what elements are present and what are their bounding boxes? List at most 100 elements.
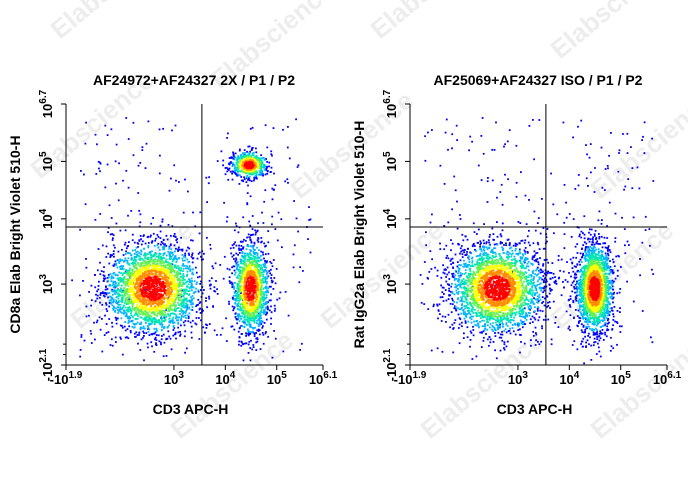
data-point: [234, 241, 236, 244]
data-point: [255, 292, 257, 295]
data-point: [261, 278, 264, 280]
data-point: [125, 282, 128, 285]
data-point: [245, 295, 248, 298]
data-point: [623, 228, 626, 230]
data-point: [144, 300, 147, 303]
data-point: [579, 263, 581, 266]
data-point: [501, 203, 504, 206]
data-point: [147, 328, 149, 330]
data-point: [107, 227, 110, 229]
data-point: [150, 269, 153, 272]
data-point: [181, 279, 184, 282]
data-point: [249, 258, 252, 260]
data-point: [168, 335, 171, 338]
data-point: [179, 302, 182, 305]
data-point: [126, 245, 129, 248]
data-point: [234, 291, 236, 294]
data-point: [129, 290, 132, 293]
data-point: [140, 284, 143, 286]
data-point: [158, 260, 161, 262]
data-point: [163, 243, 166, 246]
data-point: [262, 333, 265, 336]
data-point: [168, 247, 171, 250]
data-point: [185, 302, 187, 305]
data-point: [114, 336, 117, 339]
data-point: [180, 236, 182, 239]
data-point: [244, 322, 247, 325]
data-point: [139, 306, 142, 309]
data-point: [263, 257, 265, 260]
data-point: [251, 296, 254, 299]
data-point: [113, 307, 116, 309]
data-point: [190, 308, 193, 311]
data-point: [237, 231, 240, 234]
data-point: [188, 290, 191, 292]
data-point: [180, 290, 183, 293]
data-point: [158, 267, 161, 270]
data-point: [235, 222, 237, 225]
data-point: [252, 269, 255, 272]
data-point: [130, 254, 132, 257]
data-point: [177, 323, 180, 325]
data-point: [102, 291, 104, 294]
data-point: [256, 300, 259, 303]
data-point: [132, 154, 135, 157]
data-point: [85, 315, 88, 318]
data-point: [143, 274, 146, 277]
data-point: [251, 264, 253, 266]
data-point: [135, 294, 137, 297]
data-point: [243, 170, 246, 173]
data-point: [266, 172, 269, 175]
data-point: [258, 320, 261, 323]
data-point: [122, 179, 124, 182]
data-point: [239, 166, 242, 169]
data-point: [243, 176, 245, 179]
data-point: [147, 308, 150, 310]
data-point: [260, 264, 262, 267]
data-point: [252, 233, 254, 236]
data-point: [177, 302, 179, 304]
data-point: [242, 301, 245, 304]
data-point: [171, 225, 174, 228]
data-point: [169, 279, 172, 282]
data-point: [253, 332, 256, 335]
data-point: [251, 348, 254, 351]
data-point: [239, 277, 242, 279]
data-point: [127, 138, 130, 140]
data-point: [187, 283, 190, 286]
data-point: [148, 288, 151, 290]
data-point: [252, 294, 254, 296]
data-point: [273, 310, 276, 312]
data-point: [238, 293, 240, 296]
data-point: [267, 287, 270, 290]
data-point: [265, 168, 267, 171]
data-point: [130, 312, 132, 315]
data-point: [236, 287, 238, 290]
data-point: [125, 250, 127, 253]
data-point: [199, 301, 202, 303]
data-point: [167, 326, 169, 328]
data-point: [200, 255, 202, 258]
data-point: [125, 297, 127, 300]
data-point: [125, 117, 128, 119]
data-point: [151, 265, 154, 268]
data-point: [202, 309, 204, 312]
data-point: [245, 176, 248, 179]
data-point: [246, 298, 249, 301]
data-point: [266, 311, 268, 314]
data-point: [199, 312, 202, 314]
data-point: [180, 316, 183, 318]
data-point: [253, 313, 255, 315]
data-point: [166, 276, 168, 278]
data-point: [175, 304, 177, 307]
data-point: [132, 121, 135, 124]
data-point: [271, 281, 273, 284]
data-point: [138, 258, 140, 261]
data-point: [115, 264, 118, 267]
data-point: [186, 308, 188, 310]
data-point: [249, 179, 251, 182]
data-point: [228, 276, 231, 279]
data-point: [238, 313, 240, 316]
data-point: [190, 303, 192, 306]
data-point: [261, 311, 263, 314]
